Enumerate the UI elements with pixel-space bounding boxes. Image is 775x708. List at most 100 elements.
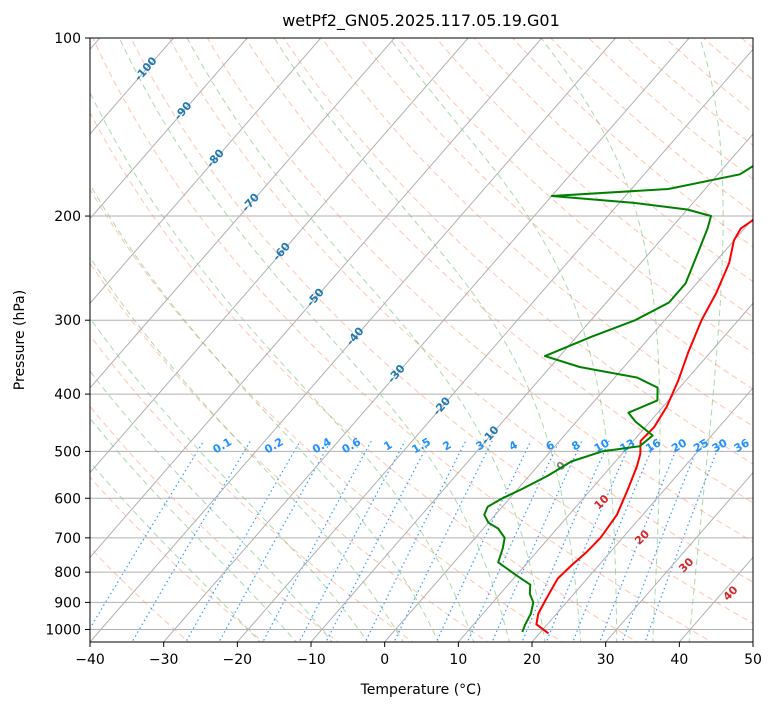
dry-adiabat: [92, 38, 713, 642]
dry-adiabat: [511, 38, 753, 248]
mixing-ratio-label: 0.4: [310, 435, 334, 456]
mixing-ratio-line: [185, 440, 301, 642]
mixing-ratio-line: [644, 440, 722, 642]
isotherm-line: [605, 471, 753, 642]
x-tick-label: 30: [597, 652, 615, 668]
profile-series: [483, 164, 753, 635]
x-tick-label: −20: [223, 652, 253, 668]
x-tick-label: 20: [523, 652, 541, 668]
isotherm-line: [90, 38, 175, 135]
plot-frame: [89, 37, 754, 643]
dry-adiabat: [90, 476, 265, 642]
theta-e-label: 10: [592, 492, 612, 512]
moist-adiabat: [90, 91, 475, 642]
y-axis-ticks: 100 200 300 400 500 600 700 800 900 1000: [45, 31, 90, 638]
mixing-ratio-line: [393, 440, 493, 642]
moist-adiabat: [90, 417, 297, 642]
dry-adiabat: [767, 27, 775, 644]
diagram-labels: -100-90-80-70-60-50-40-30-20-100.1 0.2 0.4…: [132, 54, 752, 603]
chart-title: wetPf2_GN05.2025.117.05.19.G01: [282, 11, 560, 31]
isotherm-line: [236, 48, 753, 642]
y-tick-label: 800: [54, 565, 81, 581]
isotherm-line: [531, 387, 753, 642]
mixing-ratio-label: 0.1: [211, 435, 234, 456]
y-axis-title: Pressure (hPa): [12, 290, 28, 390]
mixing-ratio-label: 0.6: [340, 435, 364, 456]
dry-adiabat: [740, 38, 753, 49]
mixing-ratio-line: [131, 440, 252, 642]
x-tick-label: 50: [744, 652, 762, 668]
isotherm-line: [90, 38, 396, 389]
moist-adiabat: [90, 461, 261, 642]
isotherm-line: [752, 641, 753, 642]
background-lines: [90, 27, 775, 644]
mixing-ratio-line: [262, 440, 372, 642]
x-tick-label: 40: [670, 652, 688, 668]
dry-adiabat: [397, 38, 753, 354]
mixing-ratio-line: [298, 440, 406, 642]
dry-adiabat: [550, 38, 753, 214]
dry-adiabat: [130, 38, 753, 624]
grid-lines: [90, 38, 753, 642]
x-tick-label: −10: [296, 652, 326, 668]
dry-adiabat: [168, 38, 753, 583]
y-tick-label: 600: [54, 491, 81, 507]
mixing-ratio-label: 20: [669, 436, 689, 455]
isotherm-line: [90, 38, 469, 474]
dry-adiabat: [664, 38, 753, 114]
moist-adiabat: [688, 38, 724, 642]
x-tick-label: −40: [75, 652, 105, 668]
x-axis-title: Temperature (°C): [360, 682, 482, 698]
x-tick-label: −30: [149, 652, 179, 668]
isotherm-line: [384, 217, 753, 642]
mixing-ratio-line: [364, 440, 467, 642]
y-tick-label: 200: [54, 209, 81, 225]
isotherm-line: [310, 133, 753, 642]
y-tick-label: 1000: [45, 622, 81, 638]
moist-adiabat: [90, 183, 440, 642]
y-tick-label: 400: [54, 387, 81, 403]
x-axis-ticks: −40 −30 −20 −10 0 10 20 30 40 50: [75, 642, 762, 668]
mixing-ratio-line: [621, 440, 701, 642]
y-tick-label: 900: [54, 595, 81, 611]
mixing-ratio-label: 0.2: [262, 435, 285, 456]
dry-adiabat: [90, 111, 638, 642]
mixing-ratio-line: [325, 440, 431, 642]
moist-adiabat: [90, 256, 404, 642]
isotherm-line: [163, 38, 690, 642]
y-tick-label: 300: [54, 313, 81, 329]
dry-adiabat: [90, 262, 489, 642]
y-tick-label: 700: [54, 531, 81, 547]
x-tick-label: 0: [380, 652, 389, 668]
mixing-ratio-line: [90, 440, 205, 630]
dry-adiabat: [473, 38, 753, 283]
isotherm-line: [457, 302, 753, 642]
mixing-ratio-line: [466, 440, 560, 642]
y-tick-label: 100: [54, 31, 81, 47]
isotherm-line: [90, 38, 248, 220]
mixing-ratio-label: 1.5: [410, 435, 433, 456]
dry-adiabat: [321, 38, 753, 427]
isotherm-line: [90, 38, 617, 642]
dewpoint-profile: [483, 164, 753, 633]
x-tick-label: 10: [449, 652, 467, 668]
temperature-profile: [535, 218, 753, 635]
dry-adiabat: [90, 188, 564, 642]
y-tick-label: 500: [54, 444, 81, 460]
dry-adiabat: [702, 38, 753, 81]
mixing-ratio-line: [435, 440, 532, 642]
mixing-ratio-line: [218, 440, 332, 642]
dry-adiabat: [359, 38, 753, 390]
dry-adiabat: [90, 405, 340, 642]
mixing-ratio-label: 16: [643, 436, 663, 455]
isotherm-line: [90, 38, 543, 559]
dry-adiabat: [206, 38, 753, 543]
moist-adiabat: [540, 38, 661, 642]
theta-e-label: 40: [721, 583, 741, 603]
dry-adiabat: [588, 38, 753, 180]
dry-adiabat: [435, 38, 753, 318]
mixing-ratio-line: [599, 440, 681, 642]
isotherm-line: [90, 38, 322, 305]
theta-e-label: 20: [632, 527, 652, 547]
